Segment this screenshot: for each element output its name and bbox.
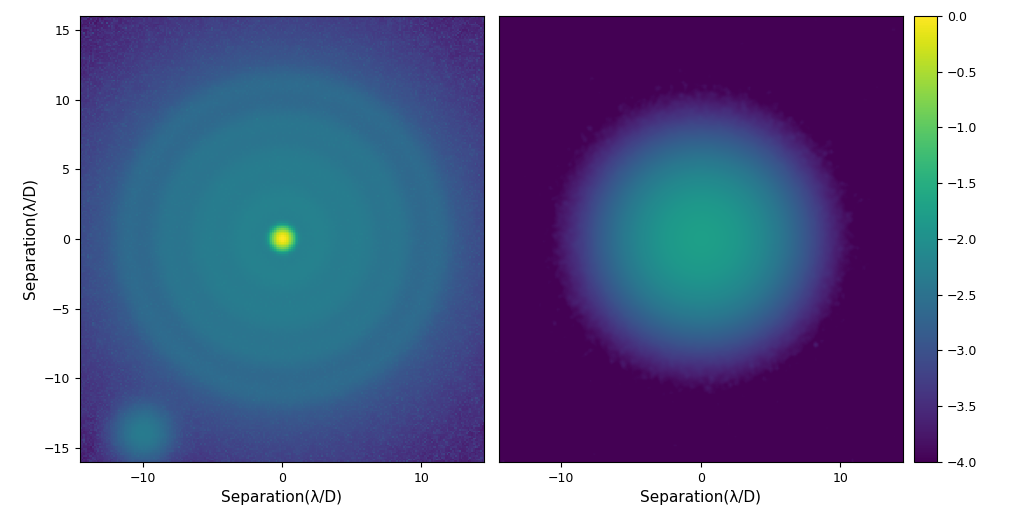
X-axis label: Separation(λ/D): Separation(λ/D): [640, 490, 761, 506]
X-axis label: Separation(λ/D): Separation(λ/D): [221, 490, 342, 506]
Y-axis label: Separation(λ/D): Separation(λ/D): [24, 178, 38, 299]
